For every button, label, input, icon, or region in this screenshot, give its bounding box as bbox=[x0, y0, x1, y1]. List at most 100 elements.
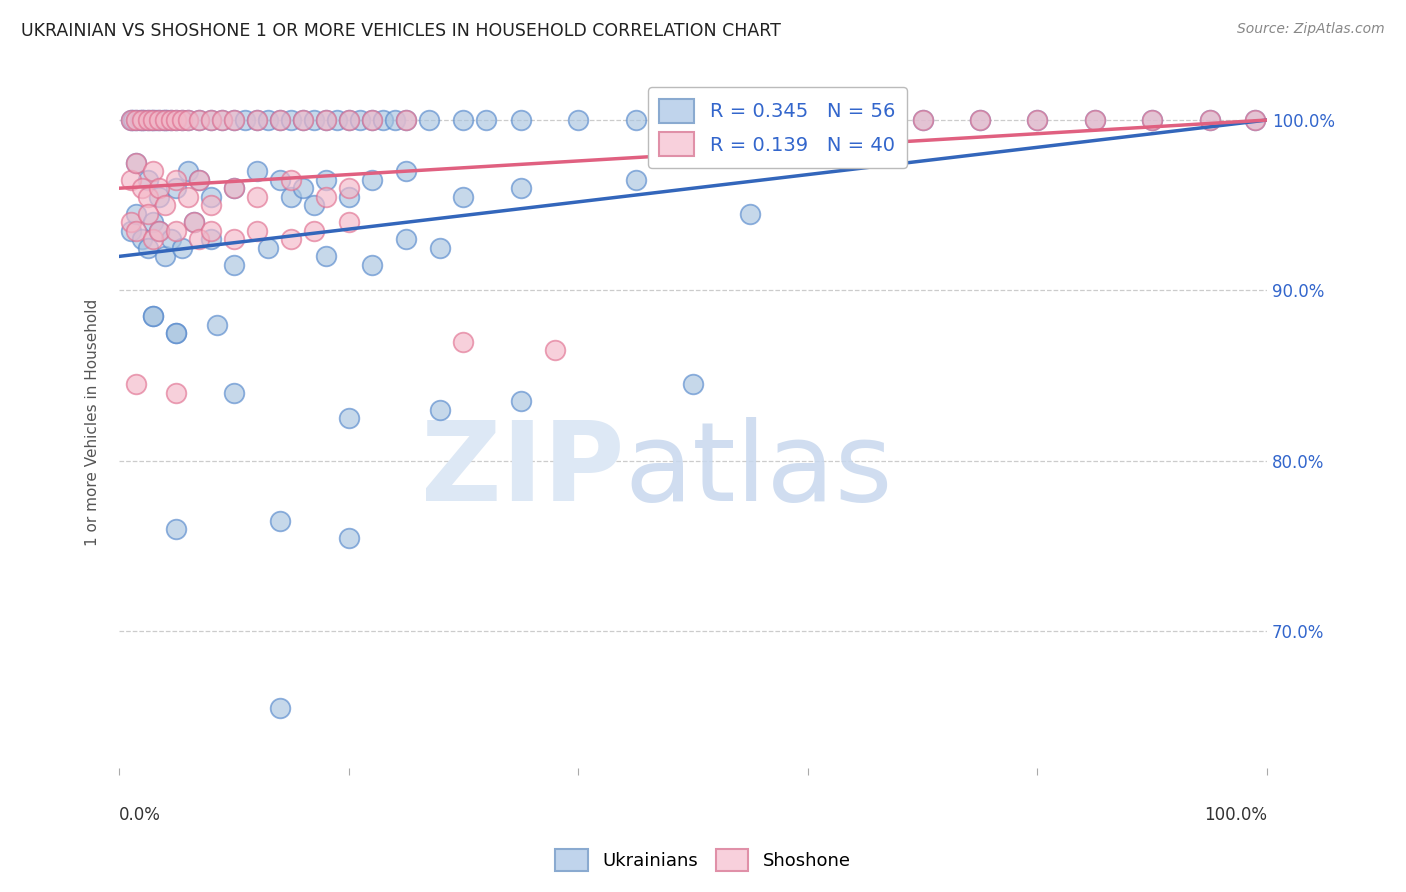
Point bbox=[200, 224, 222, 238]
Point bbox=[453, 113, 475, 128]
Point bbox=[326, 113, 349, 128]
Point bbox=[1140, 113, 1163, 128]
Point bbox=[349, 113, 371, 128]
Legend: Ukrainians, Shoshone: Ukrainians, Shoshone bbox=[548, 842, 858, 879]
Point bbox=[165, 385, 187, 400]
Point bbox=[159, 232, 181, 246]
Point bbox=[148, 113, 170, 128]
Point bbox=[969, 113, 991, 128]
Point bbox=[152, 113, 174, 128]
Point bbox=[159, 113, 181, 128]
Point bbox=[222, 113, 245, 128]
Point bbox=[337, 411, 360, 425]
Point bbox=[246, 164, 269, 178]
Y-axis label: 1 or more Vehicles in Household: 1 or more Vehicles in Household bbox=[86, 299, 100, 546]
Point bbox=[125, 224, 148, 238]
Point bbox=[172, 241, 194, 255]
Point bbox=[360, 258, 382, 272]
Point bbox=[165, 113, 187, 128]
Point bbox=[269, 113, 291, 128]
Point bbox=[302, 198, 325, 212]
Point bbox=[429, 402, 451, 417]
Point bbox=[159, 113, 181, 128]
Point bbox=[291, 113, 314, 128]
Point bbox=[853, 113, 876, 128]
Point bbox=[200, 190, 222, 204]
Text: 0.0%: 0.0% bbox=[120, 805, 160, 823]
Point bbox=[395, 113, 418, 128]
Point bbox=[567, 113, 589, 128]
Point bbox=[148, 181, 170, 195]
Point bbox=[165, 326, 187, 340]
Point bbox=[1026, 113, 1049, 128]
Point bbox=[257, 241, 280, 255]
Point bbox=[188, 172, 211, 186]
Point bbox=[125, 377, 148, 392]
Point bbox=[134, 113, 156, 128]
Point bbox=[148, 224, 170, 238]
Point bbox=[222, 385, 245, 400]
Text: atlas: atlas bbox=[624, 417, 893, 524]
Point bbox=[131, 232, 153, 246]
Point bbox=[222, 113, 245, 128]
Point bbox=[246, 113, 269, 128]
Point bbox=[153, 249, 176, 263]
Point bbox=[188, 172, 211, 186]
Point bbox=[1244, 113, 1267, 128]
Point bbox=[121, 113, 143, 128]
Point bbox=[395, 164, 418, 178]
Point bbox=[360, 113, 382, 128]
Point bbox=[315, 249, 337, 263]
Point bbox=[1244, 113, 1267, 128]
Point bbox=[148, 190, 170, 204]
Point bbox=[853, 113, 876, 128]
Point bbox=[136, 113, 159, 128]
Point bbox=[395, 113, 418, 128]
Point bbox=[136, 113, 159, 128]
Point bbox=[1140, 113, 1163, 128]
Point bbox=[120, 224, 142, 238]
Point bbox=[142, 309, 165, 323]
Point bbox=[429, 241, 451, 255]
Point bbox=[302, 224, 325, 238]
Point bbox=[200, 232, 222, 246]
Point bbox=[142, 232, 165, 246]
Point bbox=[165, 326, 187, 340]
Point bbox=[125, 155, 148, 169]
Legend: R = 0.345   N = 56, R = 0.139   N = 40: R = 0.345 N = 56, R = 0.139 N = 40 bbox=[648, 87, 907, 168]
Point bbox=[120, 172, 142, 186]
Point bbox=[222, 232, 245, 246]
Point bbox=[337, 181, 360, 195]
Point bbox=[269, 701, 291, 715]
Point bbox=[509, 181, 531, 195]
Point bbox=[969, 113, 991, 128]
Point bbox=[624, 113, 647, 128]
Point bbox=[269, 514, 291, 528]
Point bbox=[136, 190, 159, 204]
Point bbox=[740, 207, 762, 221]
Point bbox=[337, 113, 360, 128]
Point bbox=[384, 113, 406, 128]
Point bbox=[291, 113, 314, 128]
Point bbox=[188, 113, 211, 128]
Point bbox=[337, 190, 360, 204]
Point bbox=[682, 113, 704, 128]
Point bbox=[153, 113, 176, 128]
Point bbox=[315, 113, 337, 128]
Point bbox=[142, 309, 165, 323]
Point bbox=[315, 190, 337, 204]
Point bbox=[142, 215, 165, 229]
Point bbox=[148, 224, 170, 238]
Point bbox=[222, 181, 245, 195]
Point bbox=[200, 113, 222, 128]
Point bbox=[172, 113, 194, 128]
Point bbox=[177, 164, 200, 178]
Point bbox=[360, 172, 382, 186]
Point bbox=[136, 207, 159, 221]
Point bbox=[125, 207, 148, 221]
Point bbox=[142, 164, 165, 178]
Point bbox=[1084, 113, 1107, 128]
Point bbox=[142, 113, 165, 128]
Point bbox=[125, 113, 148, 128]
Point bbox=[509, 394, 531, 409]
